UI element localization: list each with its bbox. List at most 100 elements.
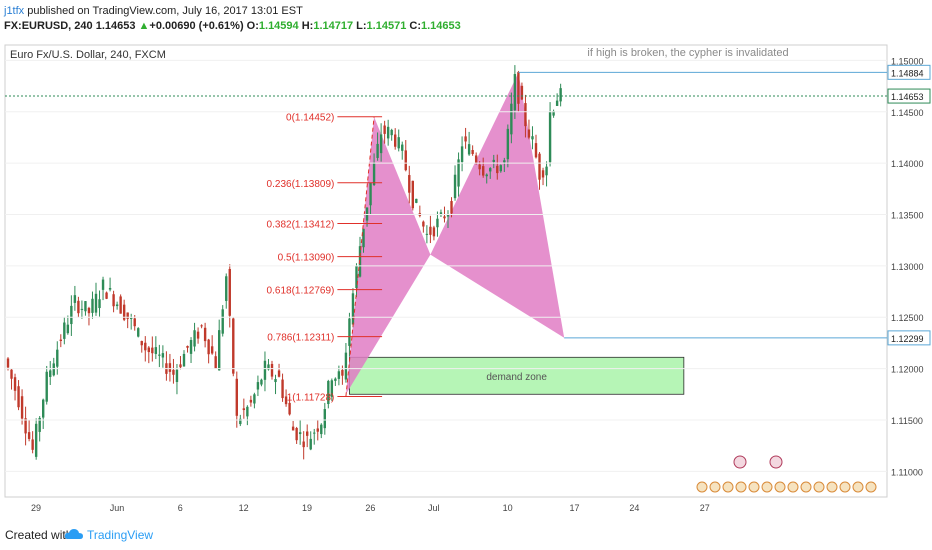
candle-body xyxy=(446,213,450,217)
economic-events[interactable] xyxy=(696,455,877,493)
candle-body xyxy=(555,100,559,106)
candle-body xyxy=(182,353,186,367)
event-flag-icon[interactable] xyxy=(865,481,877,493)
candle-body xyxy=(122,304,126,320)
candle-body xyxy=(140,341,143,346)
candle-body xyxy=(337,371,341,379)
candle-body xyxy=(298,432,302,435)
event-flag-icon[interactable] xyxy=(696,481,708,493)
candle-body xyxy=(471,150,474,154)
price-axis[interactable]: 1.15000 1.14500 1.14000 1.13500 1.13000 1.125… xyxy=(5,56,924,477)
candle-body xyxy=(422,221,425,227)
candle-body xyxy=(137,328,140,337)
publish-info: published on TradingView.com, July 16, 2… xyxy=(24,5,303,17)
x-tick-label: 10 xyxy=(503,503,513,513)
event-flag-icon[interactable] xyxy=(748,481,760,493)
candle-body xyxy=(98,299,101,309)
candle-body xyxy=(362,228,365,248)
candle-body xyxy=(196,331,200,339)
event-flag-icon[interactable] xyxy=(722,481,734,493)
candle-body xyxy=(496,165,499,174)
candle-body xyxy=(443,216,446,219)
candle-body xyxy=(538,153,541,180)
low-value: 1.14571 xyxy=(366,20,407,32)
event-flag-icon[interactable] xyxy=(709,481,721,493)
x-tick-label: 12 xyxy=(239,503,249,513)
event-marker-icon[interactable] xyxy=(733,455,747,469)
event-flag-icon[interactable] xyxy=(787,481,799,493)
candlestick-chart[interactable]: Euro Fx/U.S. Dollar, 240, FXCM demand zo… xyxy=(0,40,932,518)
candle-body xyxy=(277,370,281,377)
candle-body xyxy=(193,330,196,347)
candle-body xyxy=(270,363,274,377)
candle-body xyxy=(77,300,80,314)
y-tick-label: 1.11500 xyxy=(891,416,923,426)
candle-body xyxy=(520,85,524,100)
tradingview-link[interactable]: TradingView xyxy=(87,528,154,542)
event-flag-icon[interactable] xyxy=(761,481,773,493)
event-flag-icon[interactable] xyxy=(735,481,747,493)
candle-body xyxy=(221,309,224,334)
x-tick-label: 26 xyxy=(365,503,375,513)
x-tick-label: 29 xyxy=(31,503,41,513)
high-label: H: xyxy=(298,20,314,32)
candle-body xyxy=(351,293,355,325)
candle-body xyxy=(552,111,555,116)
candle-body xyxy=(513,74,517,111)
event-flag-icon[interactable] xyxy=(852,481,864,493)
candle-body xyxy=(115,304,119,307)
event-marker-icon[interactable] xyxy=(769,455,783,469)
fib-level-label: 0.5(1.13090) xyxy=(278,253,335,264)
candle-body xyxy=(260,379,263,385)
candle-body xyxy=(112,294,115,307)
candle-body xyxy=(27,432,31,439)
candle-body xyxy=(210,346,214,354)
candle-body xyxy=(225,276,228,301)
footer: Created with TradingView xyxy=(0,518,932,550)
candle-body xyxy=(323,409,326,429)
candle-body xyxy=(425,233,429,235)
time-axis[interactable]: 29 Jun 6 12 19 26 Jul 10 17 24 27 xyxy=(31,503,710,513)
candle-body xyxy=(548,111,552,163)
fib-level-label: 0.382(1.13412) xyxy=(267,220,335,231)
candle-body xyxy=(24,418,27,434)
publish-line: j1tfx published on TradingView.com, July… xyxy=(4,5,303,17)
candle-body xyxy=(274,379,277,383)
candle-body xyxy=(306,431,309,436)
tradingview-cloud-icon xyxy=(64,529,83,539)
candle-body xyxy=(253,394,256,404)
x-tick-label: Jun xyxy=(110,503,125,513)
y-tick-label: 1.12000 xyxy=(891,365,924,375)
event-flag-icon[interactable] xyxy=(826,481,838,493)
close-value: 1.14653 xyxy=(420,20,461,32)
candle-body xyxy=(291,426,295,431)
candle-body xyxy=(372,162,376,185)
candle-body xyxy=(302,441,305,448)
demand-zone[interactable] xyxy=(349,356,685,395)
candle-body xyxy=(541,170,545,178)
candle-body xyxy=(506,128,510,160)
y-tick-label: 1.14500 xyxy=(891,108,924,118)
open-label: O: xyxy=(243,20,259,32)
candle-body xyxy=(207,339,210,355)
price-tag-label: 1.12299 xyxy=(891,334,924,344)
event-flag-icon[interactable] xyxy=(839,481,851,493)
candle-body xyxy=(316,428,319,432)
candle-body xyxy=(34,423,38,457)
candle-body xyxy=(130,317,133,319)
candle-body xyxy=(464,136,467,142)
chart-area[interactable]: Euro Fx/U.S. Dollar, 240, FXCM demand zo… xyxy=(0,40,932,518)
author-link[interactable]: j1tfx xyxy=(4,5,25,17)
candle-body xyxy=(524,103,527,127)
candle-body xyxy=(158,354,161,356)
candle-body xyxy=(344,352,348,380)
candle-body xyxy=(386,126,390,139)
event-flag-icon[interactable] xyxy=(774,481,786,493)
candle-body xyxy=(31,439,34,450)
event-flag-icon[interactable] xyxy=(800,481,812,493)
candle-body xyxy=(20,396,24,419)
event-flag-icon[interactable] xyxy=(813,481,825,493)
open-value: 1.14594 xyxy=(258,20,299,32)
candle-body xyxy=(263,360,267,380)
pattern-bcd[interactable] xyxy=(430,72,565,338)
